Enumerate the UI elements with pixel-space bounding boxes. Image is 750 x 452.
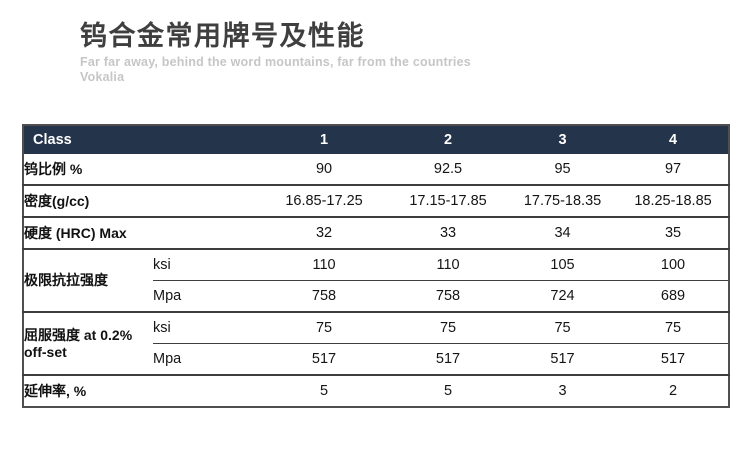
- row-label: 屈服强度 at 0.2% off-set: [23, 311, 153, 375]
- column-header-4: 4: [618, 125, 730, 154]
- cell-value: 95: [507, 154, 619, 185]
- row-label: 硬度 (HRC) Max: [23, 216, 260, 249]
- cell-value: 75: [507, 311, 619, 344]
- cell-value: 105: [507, 248, 619, 281]
- unit-label: ksi: [153, 311, 260, 344]
- table-row-yield-strength-ksi: 屈服强度 at 0.2% off-set ksi 75 75 75 75: [23, 311, 730, 375]
- cell-value: 33: [389, 216, 508, 249]
- cell-value: 517: [259, 343, 390, 375]
- cell-value: 5: [389, 374, 508, 407]
- cell-value: 110: [259, 248, 390, 281]
- cell-value: 5: [259, 374, 390, 407]
- column-header-class: Class: [23, 125, 260, 154]
- cell-value: 689: [618, 280, 730, 312]
- subtitle-line-2: Vokalia: [80, 70, 125, 85]
- page-title: 钨合金常用牌号及性能: [80, 21, 365, 51]
- cell-value: 110: [389, 248, 508, 281]
- cell-value: 18.25-18.85: [618, 184, 730, 217]
- cell-value: 3: [507, 374, 619, 407]
- table-row-tensile-strength-mpa: Mpa 758 758 724 689: [23, 280, 730, 312]
- cell-value: 758: [389, 280, 508, 312]
- cell-value: 92.5: [389, 154, 508, 185]
- table-row-tungsten-ratio: 钨比例 % 90 92.5 95 97: [23, 154, 730, 185]
- column-header-1: 1: [259, 125, 390, 154]
- cell-value: 517: [389, 343, 508, 375]
- cell-value: 100: [618, 248, 730, 281]
- cell-value: 16.85-17.25: [259, 184, 390, 217]
- row-label: 密度(g/cc): [23, 184, 260, 217]
- cell-value: 32: [259, 216, 390, 249]
- column-header-2: 2: [389, 125, 508, 154]
- subtitle-line-1: Far far away, behind the word mountains,…: [80, 55, 471, 70]
- table-row-density: 密度(g/cc) 16.85-17.25 17.15-17.85 17.75-1…: [23, 184, 730, 217]
- cell-value: 75: [259, 311, 390, 344]
- unit-label: Mpa: [153, 343, 260, 375]
- row-label: 钨比例 %: [23, 154, 260, 185]
- cell-value: 758: [259, 280, 390, 312]
- row-label: 延伸率, %: [23, 374, 260, 407]
- subtitle: Far far away, behind the word mountains,…: [80, 55, 471, 85]
- cell-value: 97: [618, 154, 730, 185]
- cell-value: 90: [259, 154, 390, 185]
- cell-value: 17.75-18.35: [507, 184, 619, 217]
- unit-label: Mpa: [153, 280, 260, 312]
- column-header-3: 3: [507, 125, 619, 154]
- cell-value: 517: [507, 343, 619, 375]
- cell-value: 17.15-17.85: [389, 184, 508, 217]
- cell-value: 724: [507, 280, 619, 312]
- unit-label: ksi: [153, 248, 260, 281]
- table-row-yield-strength-mpa: Mpa 517 517 517 517: [23, 343, 730, 375]
- cell-value: 517: [618, 343, 730, 375]
- cell-value: 75: [389, 311, 508, 344]
- title-block: 钨合金常用牌号及性能 Far far away, behind the word…: [80, 20, 471, 85]
- cell-value: 75: [618, 311, 730, 344]
- cell-value: 34: [507, 216, 619, 249]
- row-label: 极限抗拉强度: [23, 248, 153, 312]
- table-header-row: Class 1 2 3 4: [23, 125, 730, 154]
- table-row-tensile-strength-ksi: 极限抗拉强度 ksi 110 110 105 100: [23, 248, 730, 312]
- cell-value: 35: [618, 216, 730, 249]
- properties-table: Class 1 2 3 4 钨比例 % 90 92.5 95 97 密度(g/c…: [22, 124, 731, 408]
- table-row-elongation: 延伸率, % 5 5 3 2: [23, 374, 730, 407]
- table-row-hardness: 硬度 (HRC) Max 32 33 34 35: [23, 216, 730, 249]
- cell-value: 2: [618, 374, 730, 407]
